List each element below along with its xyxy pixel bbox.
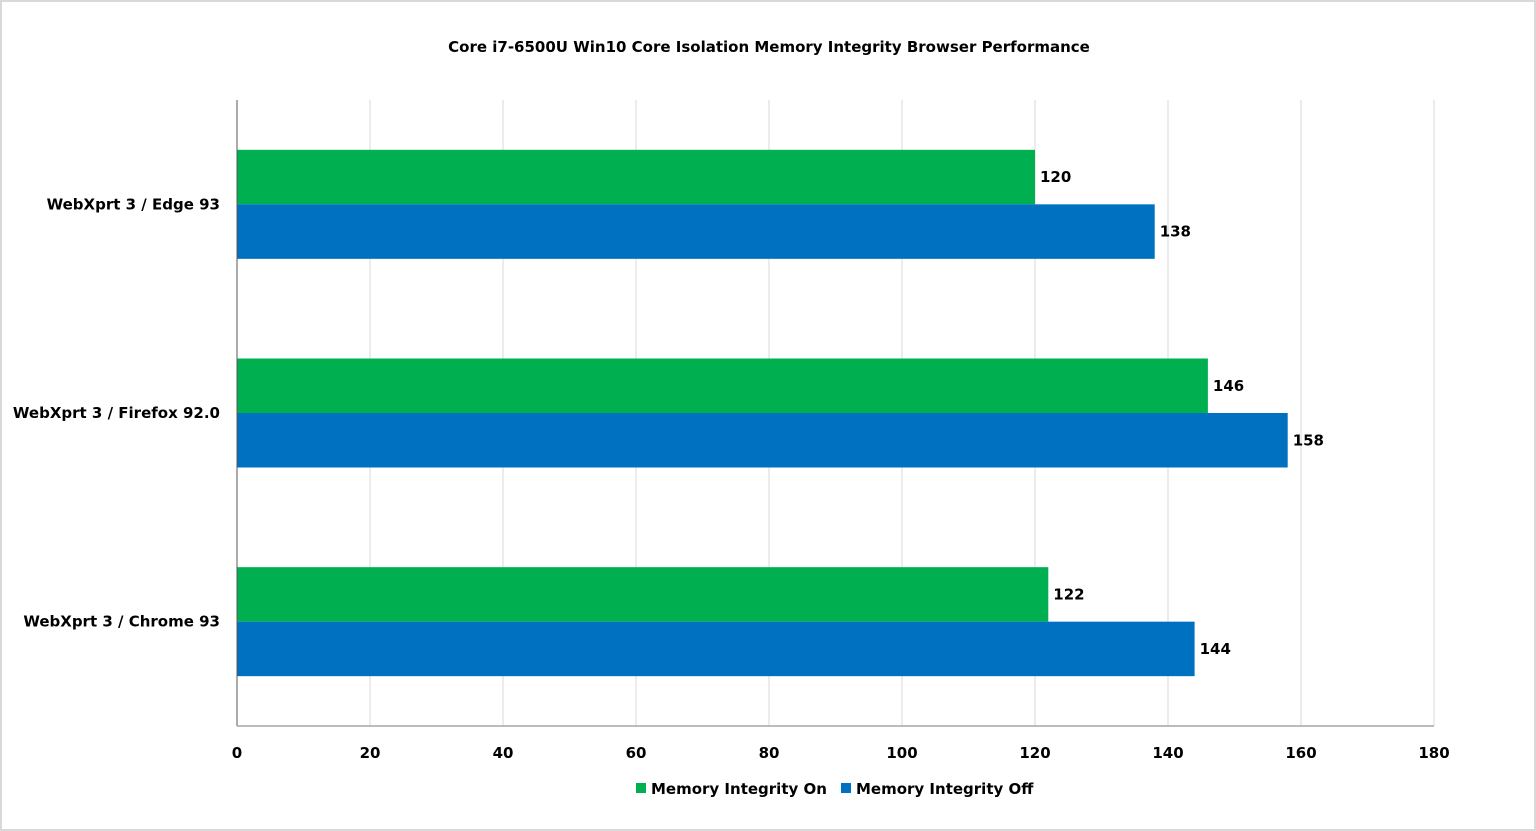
data-label: 120 [1040, 168, 1071, 186]
legend-swatch [636, 783, 646, 793]
legend-label: Memory Integrity Off [856, 780, 1034, 798]
axes: 0 20 40 60 80 100 120 140 160 180 WebXprt 3 / Edge… [13, 100, 1450, 762]
data-label: 138 [1160, 223, 1191, 241]
x-tick-label: 100 [886, 744, 917, 762]
bar-on [237, 358, 1208, 413]
data-label: 158 [1293, 431, 1324, 449]
x-tick-label: 60 [626, 744, 647, 762]
bar-on [237, 567, 1049, 622]
x-tick-label: 40 [493, 744, 514, 762]
y-category-label: WebXprt 3 / Chrome 93 [23, 613, 220, 631]
x-tick-label: 160 [1285, 744, 1316, 762]
bar-off [237, 621, 1195, 677]
data-label: 144 [1200, 640, 1231, 658]
x-tick-label: 80 [759, 744, 780, 762]
x-tick-label: 120 [1019, 744, 1050, 762]
legend: Memory Integrity On Memory Integrity Off [636, 780, 1034, 798]
x-tick-label: 0 [232, 744, 242, 762]
bar-off [237, 413, 1288, 468]
data-label: 122 [1053, 585, 1084, 603]
x-tick-label: 20 [360, 744, 381, 762]
y-category-label: WebXprt 3 / Firefox 92.0 [13, 404, 220, 422]
data-label: 146 [1213, 377, 1244, 395]
x-tick-label: 140 [1152, 744, 1183, 762]
x-tick-label: 180 [1418, 744, 1449, 762]
bar-on [237, 149, 1035, 205]
bars: 120 138 146 158 122 144 [237, 149, 1324, 677]
chart-title: Core i7-6500U Win10 Core Isolation Memor… [448, 38, 1090, 56]
legend-swatch [841, 783, 851, 793]
bar-off [237, 204, 1155, 259]
legend-label: Memory Integrity On [651, 780, 827, 798]
y-category-label: WebXprt 3 / Edge 93 [47, 195, 220, 213]
